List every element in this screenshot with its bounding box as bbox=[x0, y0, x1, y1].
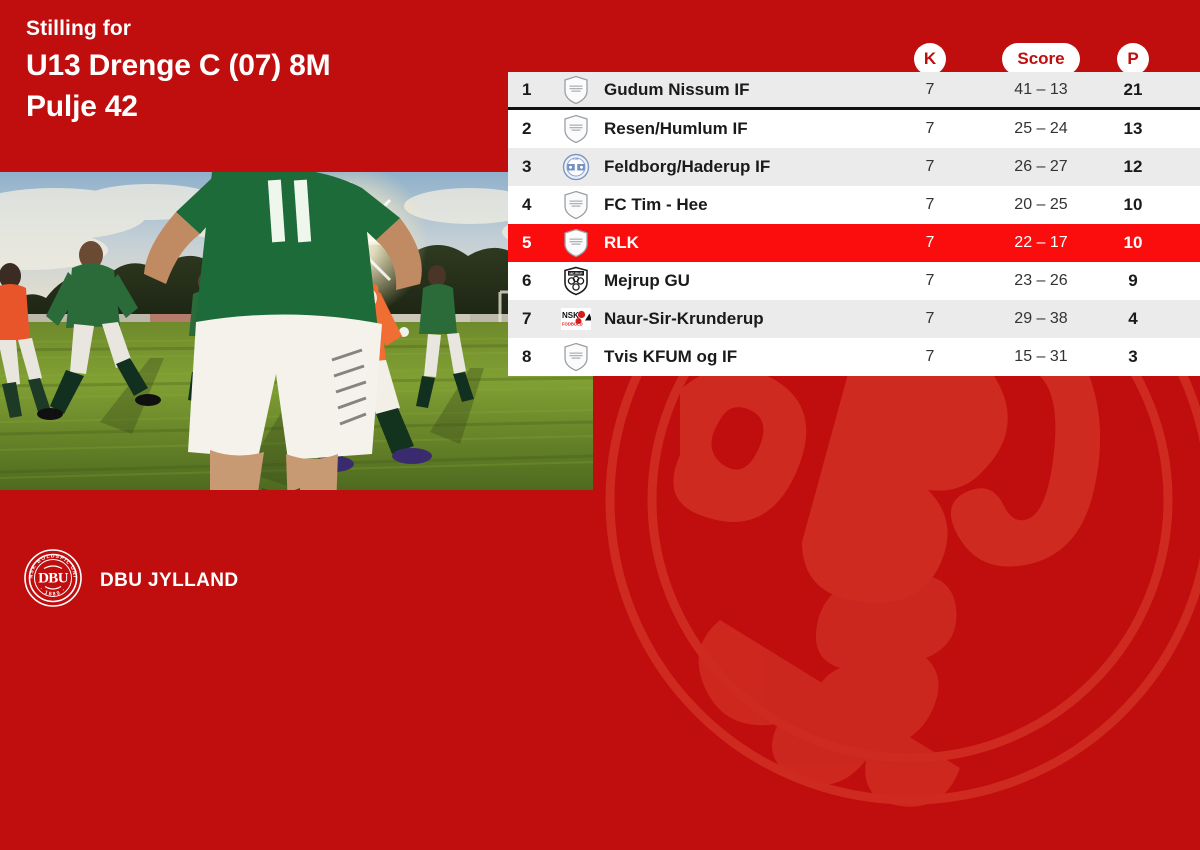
table-row[interactable]: 7 NSK FODBOLD Naur-Sir-Krunderup 7 29 – 38… bbox=[508, 300, 1200, 338]
table-row[interactable]: 2 Resen/Humlum IF 7 25 – 24 13 bbox=[508, 110, 1200, 148]
column-header-matches: K bbox=[914, 43, 946, 75]
svg-text:DBU: DBU bbox=[38, 571, 69, 587]
column-header-points: P bbox=[1117, 43, 1149, 75]
row-team-name: Tvis KFUM og IF bbox=[604, 347, 738, 366]
background-player-2 bbox=[37, 241, 161, 420]
svg-text:FODBOLD: FODBOLD bbox=[562, 322, 583, 327]
row-team-name: Mejrup GU bbox=[604, 271, 690, 290]
table-row[interactable]: 3 FHIF Feldborg/Haderup IF 7 26 – 27 12 bbox=[508, 148, 1200, 186]
footer-label: DBU JYLLAND bbox=[100, 569, 239, 591]
row-position: 3 bbox=[522, 157, 532, 176]
table-row[interactable]: 1 Gudum Nissum IF 7 41 – 13 21 bbox=[508, 72, 1200, 110]
svg-text:· 1889 ·: · 1889 · bbox=[38, 586, 68, 597]
page-title-line1: U13 Drenge C (07) 8M bbox=[26, 49, 331, 82]
footer-brand: DANSK BOLDSPIL UNION · 1889 · DBU DBU JY… bbox=[21, 545, 239, 612]
background-player-left bbox=[0, 263, 50, 418]
row-score: 15 – 31 bbox=[1014, 348, 1068, 365]
row-matches-played: 7 bbox=[925, 234, 935, 251]
foreground-player-green bbox=[144, 172, 422, 490]
table-header: K Score P bbox=[508, 43, 1200, 75]
row-position: 7 bbox=[522, 309, 532, 328]
svg-text:NSK: NSK bbox=[562, 311, 579, 320]
page-title: U13 Drenge C (07) 8M Pulje 42 bbox=[26, 45, 496, 127]
row-team-name: RLK bbox=[604, 233, 639, 252]
table-row[interactable]: 5 RLK 7 22 – 17 10 bbox=[508, 224, 1200, 262]
table-row[interactable]: 4 FC Tim - Hee 7 20 – 25 10 bbox=[508, 186, 1200, 224]
row-position: 4 bbox=[522, 195, 532, 214]
row-points: 9 bbox=[1128, 271, 1138, 290]
row-points: 10 bbox=[1123, 233, 1143, 252]
column-header-score: Score bbox=[1002, 43, 1080, 75]
header-block: Stilling for U13 Drenge C (07) 8M Pulje … bbox=[26, 16, 496, 127]
row-points: 13 bbox=[1123, 119, 1143, 138]
feldborg-haderup-crest-icon: FHIF bbox=[548, 153, 604, 181]
row-team-name: Naur-Sir-Krunderup bbox=[604, 309, 764, 328]
row-points: 21 bbox=[1123, 79, 1143, 99]
svg-text:MEJRUP: MEJRUP bbox=[570, 272, 583, 276]
default-shield-crest-icon bbox=[548, 190, 604, 220]
default-shield-crest-icon bbox=[548, 228, 604, 258]
header-kicker: Stilling for bbox=[26, 17, 132, 40]
row-matches-played: 7 bbox=[925, 348, 935, 365]
row-matches-played: 7 bbox=[925, 196, 935, 213]
default-shield-crest-icon bbox=[548, 75, 604, 105]
row-team-name: FC Tim - Hee bbox=[604, 195, 708, 214]
row-points: 10 bbox=[1123, 195, 1143, 214]
hero-photo bbox=[0, 172, 593, 490]
mejrup-gu-crest-icon: MEJRUP bbox=[548, 266, 604, 296]
background-player-4 bbox=[416, 265, 474, 408]
row-team-name: Gudum Nissum IF bbox=[604, 79, 750, 99]
table-row[interactable]: 8 Tvis KFUM og IF 7 15 – 31 3 bbox=[508, 338, 1200, 376]
row-team-name: Feldborg/Haderup IF bbox=[604, 157, 771, 176]
row-position: 5 bbox=[522, 233, 532, 252]
row-position: 8 bbox=[522, 347, 532, 366]
row-score: 29 – 38 bbox=[1014, 310, 1068, 327]
row-position: 6 bbox=[522, 271, 532, 290]
row-matches-played: 7 bbox=[925, 310, 935, 327]
row-score: 26 – 27 bbox=[1014, 158, 1068, 175]
row-matches-played: 7 bbox=[925, 158, 935, 175]
row-matches-played: 7 bbox=[925, 80, 935, 98]
row-score: 41 – 13 bbox=[1014, 80, 1068, 98]
row-position: 1 bbox=[522, 79, 532, 99]
row-matches-played: 7 bbox=[925, 272, 935, 289]
table-row[interactable]: 6 MEJRUP Mejrup GU 7 23 – 26 9 bbox=[508, 262, 1200, 300]
row-matches-played: 7 bbox=[925, 120, 935, 137]
row-score: 22 – 17 bbox=[1014, 234, 1068, 251]
row-score: 20 – 25 bbox=[1014, 196, 1068, 213]
row-position: 2 bbox=[522, 119, 532, 138]
page-title-line2: Pulje 42 bbox=[26, 90, 138, 123]
dbu-logo-icon: DANSK BOLDSPIL UNION · 1889 · DBU bbox=[21, 545, 82, 612]
default-shield-crest-icon bbox=[548, 114, 604, 144]
default-shield-crest-icon bbox=[548, 342, 604, 372]
standings-table: 1 Gudum Nissum IF 7 41 – 13 21 2 Resen/Humlu… bbox=[508, 72, 1200, 376]
svg-text:FHIF: FHIF bbox=[573, 157, 579, 161]
row-score: 25 – 24 bbox=[1014, 120, 1068, 137]
row-points: 4 bbox=[1128, 309, 1138, 328]
row-team-name: Resen/Humlum IF bbox=[604, 119, 748, 138]
row-score: 23 – 26 bbox=[1014, 272, 1068, 289]
row-points: 12 bbox=[1123, 157, 1143, 176]
nsk-crest-icon: NSK FODBOLD bbox=[548, 308, 604, 330]
row-points: 3 bbox=[1128, 347, 1138, 366]
